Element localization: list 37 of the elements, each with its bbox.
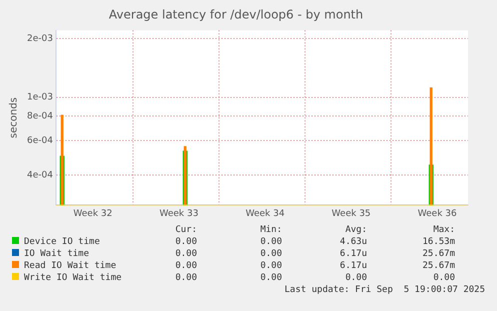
y-tick-label: 4e-04 bbox=[26, 170, 54, 180]
y-tick-label: 8e-04 bbox=[26, 112, 54, 122]
text: 6.17u bbox=[338, 248, 367, 260]
text: Avg: bbox=[344, 224, 367, 236]
text: 4.63u bbox=[338, 236, 367, 248]
text: 0.00 bbox=[259, 272, 282, 284]
x-tick-label: Week 32 bbox=[73, 208, 112, 219]
text: 0.00 bbox=[174, 272, 197, 284]
text: 0.00 bbox=[344, 272, 367, 284]
text: 0.00 bbox=[432, 272, 455, 284]
x-tick-label: Week 34 bbox=[246, 208, 285, 219]
x-tick-label: Week 35 bbox=[332, 208, 371, 219]
text: Max: bbox=[432, 224, 455, 236]
legend-label: Write IO Wait time bbox=[24, 273, 122, 283]
text: 0.00 bbox=[259, 236, 282, 248]
text: 0.00 bbox=[174, 248, 197, 260]
legend-label: Device IO time bbox=[24, 237, 100, 247]
text: Cur: bbox=[174, 224, 197, 236]
y-tick-label: 2e-03 bbox=[26, 34, 53, 44]
x-tick-label: Week 36 bbox=[418, 208, 458, 219]
text: 6.17u bbox=[338, 260, 367, 272]
text: Min: bbox=[259, 224, 282, 236]
text: Last update: Fri Sep 5 19:00:07 2025 bbox=[284, 284, 485, 296]
text: 25.67m bbox=[421, 248, 455, 260]
text: 25.67m bbox=[421, 260, 455, 272]
text: 0.00 bbox=[174, 260, 197, 272]
text: 16.53m bbox=[421, 236, 455, 248]
legend-label: Read IO Wait time bbox=[24, 261, 116, 271]
legend-label: IO Wait time bbox=[24, 249, 90, 259]
chart-title: Average latency for /dev/loop6 - by month bbox=[108, 7, 364, 22]
text: 0.00 bbox=[174, 236, 197, 248]
x-tick-label: Week 33 bbox=[159, 208, 198, 219]
y-axis-title: seconds bbox=[8, 97, 20, 138]
text: 0.00 bbox=[259, 248, 282, 260]
y-tick-label: 6e-04 bbox=[26, 136, 54, 146]
y-tick-label: 1e-03 bbox=[26, 92, 53, 103]
text: 0.00 bbox=[259, 260, 282, 272]
